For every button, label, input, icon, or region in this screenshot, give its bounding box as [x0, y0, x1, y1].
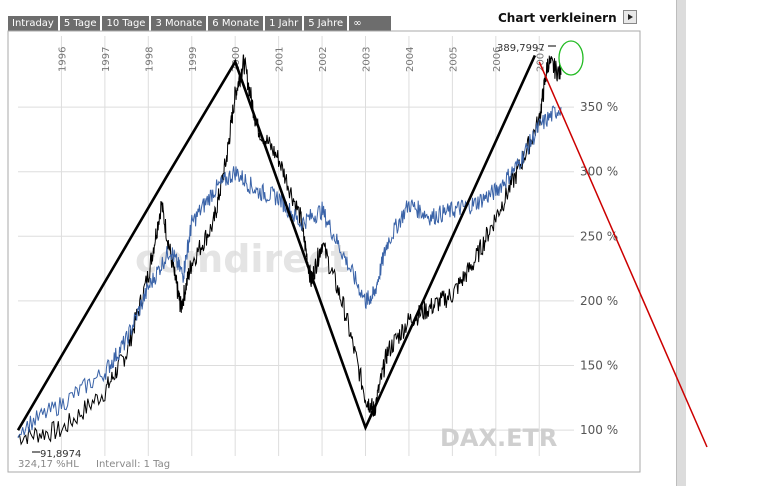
highlight-circle	[558, 40, 584, 76]
x-tick-label: 2004	[405, 47, 416, 72]
trend-group	[16, 54, 708, 448]
x-tick-label: 2001	[275, 47, 286, 72]
series-group	[17, 54, 562, 446]
x-tick-label: 2002	[318, 47, 329, 72]
x-tick-label: 1997	[101, 47, 112, 72]
trend-line	[16, 54, 537, 432]
x-axis-labels: 1996 1997 1998 1999 2000 2001 2002 2003 2004 2005…	[57, 47, 546, 72]
y-tick-label: 350 %	[580, 100, 618, 114]
scrollbar[interactable]	[676, 0, 686, 486]
y-tick-label: 250 %	[580, 229, 618, 243]
instrument-label: DAX.ETR	[440, 424, 557, 452]
x-tick-label: 2007	[535, 47, 546, 72]
tab-3-monate[interactable]: 3 Monate	[151, 16, 207, 31]
tab-6-monate[interactable]: 6 Monate	[208, 16, 264, 31]
grid	[18, 36, 574, 456]
x-tick-label: 2006	[492, 47, 503, 72]
tab-max[interactable]: ∞	[349, 16, 392, 31]
footer-range: 324,17 %HL	[18, 459, 79, 470]
x-tick-label: 1999	[188, 47, 199, 72]
footer-interval: Intervall: 1 Tag	[96, 459, 170, 470]
forecast-line	[538, 61, 708, 448]
plot-frame	[7, 30, 641, 473]
y-tick-label: 100 %	[580, 423, 618, 437]
watermark: comdirect	[135, 237, 349, 281]
shrink-chart-button[interactable]	[623, 10, 637, 24]
x-tick-label: 2003	[362, 47, 373, 72]
x-tick-label: 1998	[144, 47, 155, 72]
y-axis-labels: 100 % 150 % 200 % 250 % 300 % 350 %	[580, 100, 618, 437]
shrink-chart-link[interactable]: Chart verkleinern	[498, 11, 617, 25]
series-line	[17, 105, 562, 439]
y-tick-label: 150 %	[580, 359, 618, 373]
tab-intraday[interactable]: Intraday	[8, 16, 58, 31]
y-tick-label: 300 %	[580, 165, 618, 179]
tab-5-tage[interactable]: 5 Tage	[59, 16, 101, 31]
play-arrow-icon	[628, 14, 633, 20]
tab-10-tage[interactable]: 10 Tage	[102, 16, 150, 31]
x-tick-label: 2000	[231, 47, 242, 72]
max-label: 389,7997	[497, 43, 545, 54]
tab-5-jahre[interactable]: 5 Jahre	[304, 16, 348, 31]
min-label: 91,8974	[40, 449, 81, 460]
x-tick-label: 2005	[448, 47, 459, 72]
tab-1-jahr[interactable]: 1 Jahr	[265, 16, 303, 31]
series-line	[17, 54, 562, 446]
time-range-tabs: Intraday 5 Tage 10 Tage 3 Monate 6 Monat…	[8, 16, 393, 31]
x-tick-label: 1996	[57, 47, 68, 72]
y-tick-label: 200 %	[580, 294, 618, 308]
